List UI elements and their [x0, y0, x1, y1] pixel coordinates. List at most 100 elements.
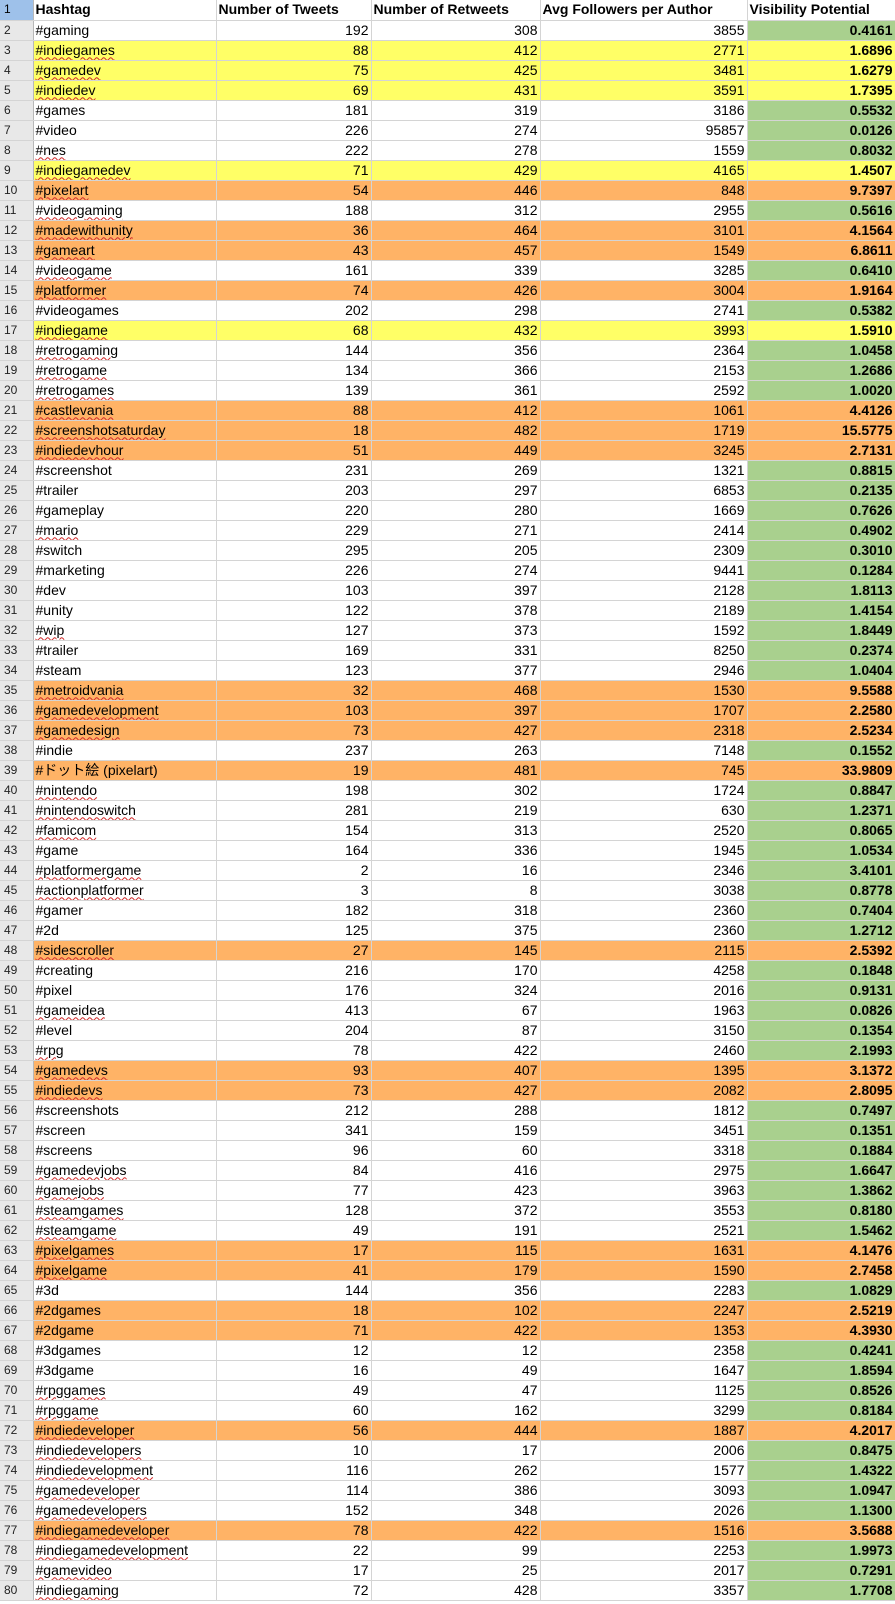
tweets-cell[interactable]: 71 [216, 160, 372, 181]
hashtag-cell[interactable]: #level [33, 1020, 217, 1041]
hashtag-cell[interactable]: #pixelart [33, 180, 217, 201]
followers-cell[interactable]: 2460 [540, 1040, 748, 1061]
tweets-cell[interactable]: 41 [216, 1260, 372, 1281]
retweets-cell[interactable]: 263 [371, 740, 541, 761]
followers-cell[interactable]: 2309 [540, 540, 748, 561]
retweets-cell[interactable]: 331 [371, 640, 541, 661]
retweets-cell[interactable]: 312 [371, 200, 541, 221]
followers-cell[interactable]: 3285 [540, 260, 748, 281]
tweets-cell[interactable]: 139 [216, 380, 372, 401]
tweets-cell[interactable]: 2 [216, 860, 372, 881]
tweets-cell[interactable]: 72 [216, 1580, 372, 1601]
hashtag-cell[interactable]: #trailer [33, 480, 217, 501]
retweets-cell[interactable]: 449 [371, 440, 541, 461]
hashtag-cell[interactable]: #gamedevelopment [33, 700, 217, 721]
row-header[interactable]: 22 [0, 420, 34, 441]
retweets-cell[interactable]: 366 [371, 360, 541, 381]
hashtag-cell[interactable]: #3dgames [33, 1340, 217, 1361]
hashtag-cell[interactable]: #sidescroller [33, 940, 217, 961]
followers-cell[interactable]: 3451 [540, 1120, 748, 1141]
tweets-cell[interactable]: 96 [216, 1140, 372, 1161]
tweets-cell[interactable]: 18 [216, 1300, 372, 1321]
hashtag-cell[interactable]: #mario [33, 520, 217, 541]
hashtag-cell[interactable]: #dev [33, 580, 217, 601]
followers-cell[interactable]: 4165 [540, 160, 748, 181]
retweets-cell[interactable]: 319 [371, 100, 541, 121]
retweets-cell[interactable]: 397 [371, 700, 541, 721]
row-header[interactable]: 8 [0, 140, 34, 161]
row-header[interactable]: 69 [0, 1360, 34, 1381]
visibility-cell[interactable]: 0.4241 [747, 1340, 895, 1361]
retweets-cell[interactable]: 361 [371, 380, 541, 401]
row-header[interactable]: 25 [0, 480, 34, 501]
hashtag-cell[interactable]: #gameart [33, 240, 217, 261]
retweets-cell[interactable]: 17 [371, 1440, 541, 1461]
visibility-cell[interactable]: 0.4161 [747, 20, 895, 41]
hashtag-cell[interactable]: #platformergame [33, 860, 217, 881]
row-header[interactable]: 28 [0, 540, 34, 561]
hashtag-cell[interactable]: #rpggame [33, 1400, 217, 1421]
row-header[interactable]: 20 [0, 380, 34, 401]
followers-cell[interactable]: 2017 [540, 1560, 748, 1581]
followers-cell[interactable]: 4258 [540, 960, 748, 981]
followers-cell[interactable]: 3855 [540, 20, 748, 41]
hashtag-cell[interactable]: #screen [33, 1120, 217, 1141]
row-header[interactable]: 50 [0, 980, 34, 1001]
row-header[interactable]: 40 [0, 780, 34, 801]
hashtag-cell[interactable]: #gamedesign [33, 720, 217, 741]
tweets-cell[interactable]: 164 [216, 840, 372, 861]
followers-cell[interactable]: 3093 [540, 1480, 748, 1501]
tweets-cell[interactable]: 125 [216, 920, 372, 941]
visibility-cell[interactable]: 0.4902 [747, 520, 895, 541]
visibility-cell[interactable]: 0.1552 [747, 740, 895, 761]
tweets-cell[interactable]: 161 [216, 260, 372, 281]
visibility-cell[interactable]: 0.8184 [747, 1400, 895, 1421]
row-header[interactable]: 53 [0, 1040, 34, 1061]
tweets-cell[interactable]: 144 [216, 340, 372, 361]
row-header[interactable]: 13 [0, 240, 34, 261]
retweets-cell[interactable]: 162 [371, 1400, 541, 1421]
hashtag-cell[interactable]: #retrogames [33, 380, 217, 401]
row-header[interactable]: 35 [0, 680, 34, 701]
row-header[interactable]: 65 [0, 1280, 34, 1301]
retweets-cell[interactable]: 457 [371, 240, 541, 261]
retweets-cell[interactable]: 427 [371, 720, 541, 741]
followers-cell[interactable]: 2082 [540, 1080, 748, 1101]
row-header[interactable]: 1 [0, 0, 34, 21]
tweets-cell[interactable]: 68 [216, 320, 372, 341]
followers-cell[interactable]: 1647 [540, 1360, 748, 1381]
followers-cell[interactable]: 3963 [540, 1180, 748, 1201]
retweets-cell[interactable]: 205 [371, 540, 541, 561]
column-header-tweets[interactable]: Number of Tweets [216, 0, 372, 21]
followers-cell[interactable]: 1530 [540, 680, 748, 701]
row-header[interactable]: 38 [0, 740, 34, 761]
visibility-cell[interactable]: 0.7404 [747, 900, 895, 921]
visibility-cell[interactable]: 0.1884 [747, 1140, 895, 1161]
row-header[interactable]: 66 [0, 1300, 34, 1321]
row-header[interactable]: 78 [0, 1540, 34, 1561]
followers-cell[interactable]: 1963 [540, 1000, 748, 1021]
visibility-cell[interactable]: 1.0458 [747, 340, 895, 361]
row-header[interactable]: 33 [0, 640, 34, 661]
retweets-cell[interactable]: 8 [371, 880, 541, 901]
hashtag-cell[interactable]: #gamedevelopers [33, 1500, 217, 1521]
tweets-cell[interactable]: 43 [216, 240, 372, 261]
row-header[interactable]: 70 [0, 1380, 34, 1401]
tweets-cell[interactable]: 212 [216, 1100, 372, 1121]
tweets-cell[interactable]: 127 [216, 620, 372, 641]
row-header[interactable]: 23 [0, 440, 34, 461]
visibility-cell[interactable]: 33.9809 [747, 760, 895, 781]
visibility-cell[interactable]: 0.5532 [747, 100, 895, 121]
visibility-cell[interactable]: 2.7458 [747, 1260, 895, 1281]
tweets-cell[interactable]: 154 [216, 820, 372, 841]
visibility-cell[interactable]: 0.1354 [747, 1020, 895, 1041]
tweets-cell[interactable]: 103 [216, 700, 372, 721]
followers-cell[interactable]: 1592 [540, 620, 748, 641]
followers-cell[interactable]: 2521 [540, 1220, 748, 1241]
visibility-cell[interactable]: 9.5588 [747, 680, 895, 701]
tweets-cell[interactable]: 77 [216, 1180, 372, 1201]
followers-cell[interactable]: 3186 [540, 100, 748, 121]
visibility-cell[interactable]: 1.0829 [747, 1280, 895, 1301]
row-header[interactable]: 47 [0, 920, 34, 941]
retweets-cell[interactable]: 422 [371, 1320, 541, 1341]
